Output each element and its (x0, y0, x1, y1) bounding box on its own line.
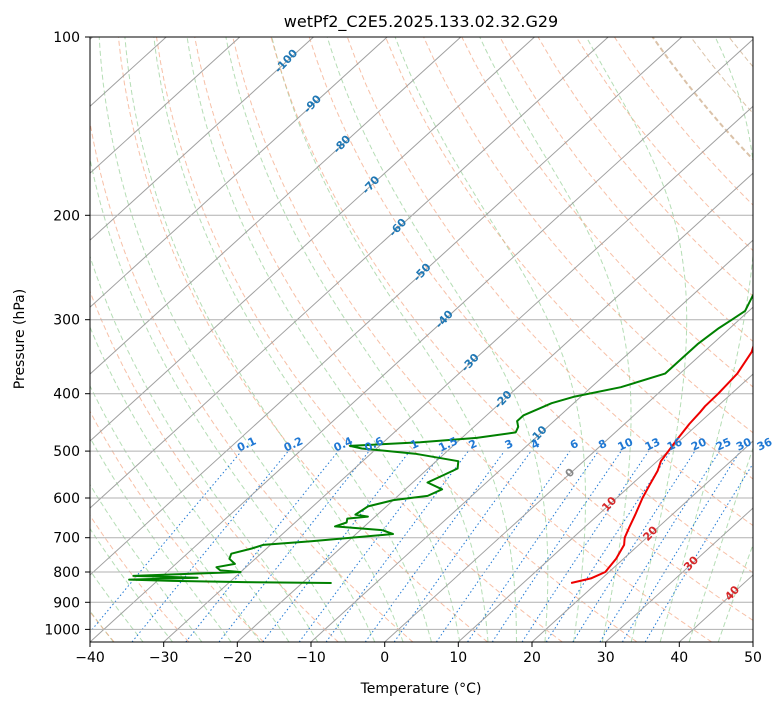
mixing-ratio-line (298, 450, 444, 642)
moist-adiabat (186, 37, 461, 642)
moist-adiabat (659, 37, 753, 642)
mixing-ratio-label: 16 (665, 435, 685, 453)
y-tick-label: 1000 (44, 622, 80, 638)
mixing-ratio-line (521, 450, 650, 642)
mixing-ratio-line (572, 450, 696, 642)
x-tick-label: 40 (670, 650, 688, 666)
moist-adiabat (90, 384, 261, 642)
isotherm (90, 37, 241, 174)
x-tick-label: −20 (223, 650, 253, 666)
moist-adiabat (90, 254, 319, 642)
mixing-ratio-label: 25 (714, 435, 733, 453)
mixing-ratio-line (491, 450, 622, 642)
mixing-ratio-line (621, 450, 741, 642)
x-tick-label: 30 (597, 650, 615, 666)
x-tick-label: −30 (149, 650, 179, 666)
moist-adiabat (90, 156, 347, 642)
mixing-ratio-label: 20 (689, 435, 709, 453)
moist-adiabat (90, 325, 290, 642)
profile-lines (128, 292, 753, 584)
mixing-ratio-line (644, 462, 753, 642)
moist-adiabat (153, 37, 432, 642)
temperature-line (570, 344, 753, 584)
x-tick-label: 10 (449, 650, 467, 666)
x-tick-label: 50 (744, 650, 762, 666)
x-tick-label: 20 (523, 650, 541, 666)
background-lines (90, 37, 775, 642)
isotherm (163, 105, 753, 642)
dry-adiabat (423, 37, 753, 434)
moist-adiabat (585, 37, 688, 642)
mixing-ratio-label: 36 (755, 435, 775, 453)
moist-adiabat (90, 483, 203, 642)
x-tick-label: −10 (296, 650, 326, 666)
isotherm (90, 37, 609, 509)
dry-adiabat (270, 37, 753, 621)
mixing-ratio-label: 10 (616, 435, 636, 453)
mixing-ratio-line (467, 450, 599, 642)
chart-title: wetPf2_C2E5.2025.133.02.32.G29 (284, 12, 558, 32)
isotherm (90, 37, 462, 375)
y-tick-label: 400 (53, 387, 80, 403)
isotherm (531, 440, 753, 642)
isotherm (605, 507, 753, 642)
y-tick-label: 500 (53, 444, 80, 460)
mixing-ratio-line (131, 450, 289, 642)
moist-adiabat (479, 37, 632, 642)
dry-adiabat (499, 37, 753, 343)
mixing-ratio-line (545, 450, 672, 642)
moist-adiabat (271, 37, 517, 642)
isotherm (384, 306, 753, 642)
dry-adiabat (194, 37, 638, 642)
isotherm (90, 37, 535, 442)
moist-adiabat (90, 527, 173, 642)
moist-adiabat (688, 446, 753, 642)
moist-adiabat (90, 569, 144, 642)
y-tick-label: 100 (53, 30, 80, 46)
moist-adiabat (717, 543, 753, 642)
moist-adiabat (326, 37, 549, 642)
y-axis-label: Pressure (hPa) (12, 289, 28, 389)
isotherm (752, 641, 753, 642)
y-tick-label: 200 (53, 208, 80, 224)
mixing-ratio-line (90, 450, 242, 633)
isotherm (90, 37, 388, 308)
dry-adiabat (767, 37, 775, 642)
dry-adiabat (308, 37, 753, 574)
dry-adiabat (117, 37, 488, 642)
mixing-ratio-line (185, 450, 339, 642)
y-tick-label: 600 (53, 491, 80, 507)
y-tick-label: 800 (53, 565, 80, 581)
y-tick-label: 900 (53, 595, 80, 611)
moist-adiabat (124, 37, 404, 642)
isotherm (457, 373, 753, 642)
dewpoint-line (128, 292, 753, 584)
mixing-ratio-line (364, 450, 505, 642)
plot-frame (89, 36, 754, 643)
mixing-ratio-label: 30 (734, 435, 754, 453)
moist-adiabat (90, 436, 232, 642)
isotherm (310, 239, 753, 642)
isotherm (90, 38, 753, 642)
y-tick-label: 300 (53, 313, 80, 329)
dry-adiabat (156, 37, 563, 642)
axis-ticks: −40 −30 −20 −10 0 10 20 30 40 50 100 200 300 400 500 60… (44, 30, 762, 666)
moist-adiabat (394, 37, 586, 642)
isotherm (90, 37, 314, 241)
x-axis-label: Temperature (°C) (360, 681, 482, 697)
dry-adiabat (90, 410, 264, 642)
mixing-ratio-label: 13 (643, 435, 662, 453)
x-tick-label: −40 (75, 650, 105, 666)
mixing-ratio-line (325, 450, 469, 642)
isotherm (90, 37, 683, 576)
isotherm (236, 172, 753, 642)
y-tick-label: 700 (53, 531, 80, 547)
mixing-ratio-line (435, 450, 571, 642)
x-tick-label: 0 (380, 650, 389, 666)
